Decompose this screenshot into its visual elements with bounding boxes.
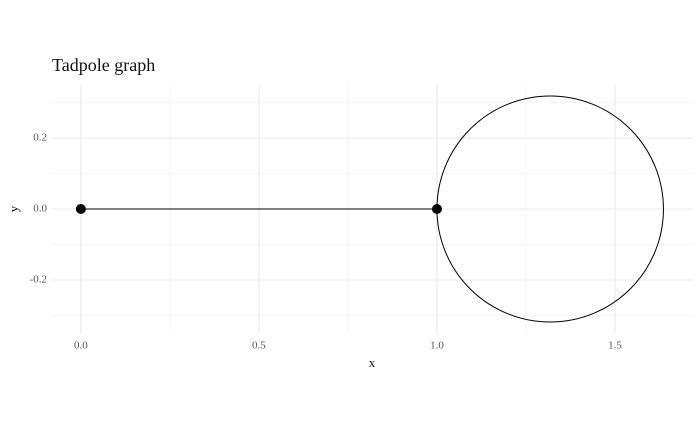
- y-axis-label: y: [6, 205, 21, 212]
- x-tick-label: 0.0: [74, 340, 88, 352]
- x-tick-label: 1.0: [430, 340, 444, 352]
- x-tick-label: 1.5: [608, 340, 622, 352]
- node: [431, 204, 442, 214]
- node: [75, 204, 86, 214]
- x-axis-label: x: [369, 355, 376, 370]
- x-tick-label: 0.5: [252, 340, 266, 352]
- y-tick-label: 0.2: [33, 131, 47, 143]
- chart-title: Tadpole graph: [52, 55, 155, 75]
- y-tick-label: 0.0: [33, 203, 47, 215]
- y-tick-label: -0.2: [30, 274, 47, 286]
